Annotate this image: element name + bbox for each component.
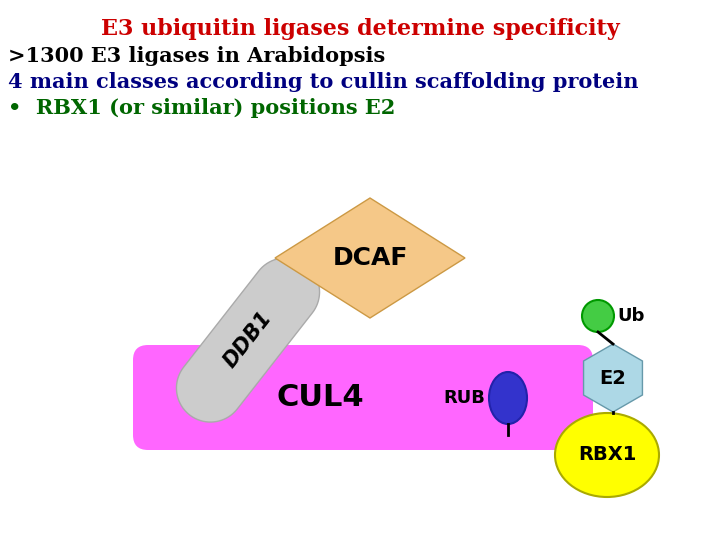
Text: E3 ubiquitin ligases determine specificity: E3 ubiquitin ligases determine specifici… [101,18,619,40]
Text: >1300 E3 ligases in Arabidopsis: >1300 E3 ligases in Arabidopsis [8,46,385,66]
Text: CUL4: CUL4 [276,383,364,412]
Ellipse shape [489,372,527,424]
Text: DCAF: DCAF [333,246,408,270]
Text: 4 main classes according to cullin scaffolding protein: 4 main classes according to cullin scaff… [8,72,639,92]
Polygon shape [275,198,465,318]
Text: DDB1: DDB1 [220,308,276,372]
Circle shape [582,300,614,332]
Polygon shape [583,344,642,412]
FancyBboxPatch shape [133,345,593,450]
Polygon shape [176,258,320,422]
Ellipse shape [555,413,659,497]
Text: E2: E2 [600,368,626,388]
Text: RUB: RUB [443,389,485,407]
Text: Ub: Ub [617,307,644,325]
Text: RBX1: RBX1 [578,446,636,464]
Text: •  RBX1 (or similar) positions E2: • RBX1 (or similar) positions E2 [8,98,395,118]
